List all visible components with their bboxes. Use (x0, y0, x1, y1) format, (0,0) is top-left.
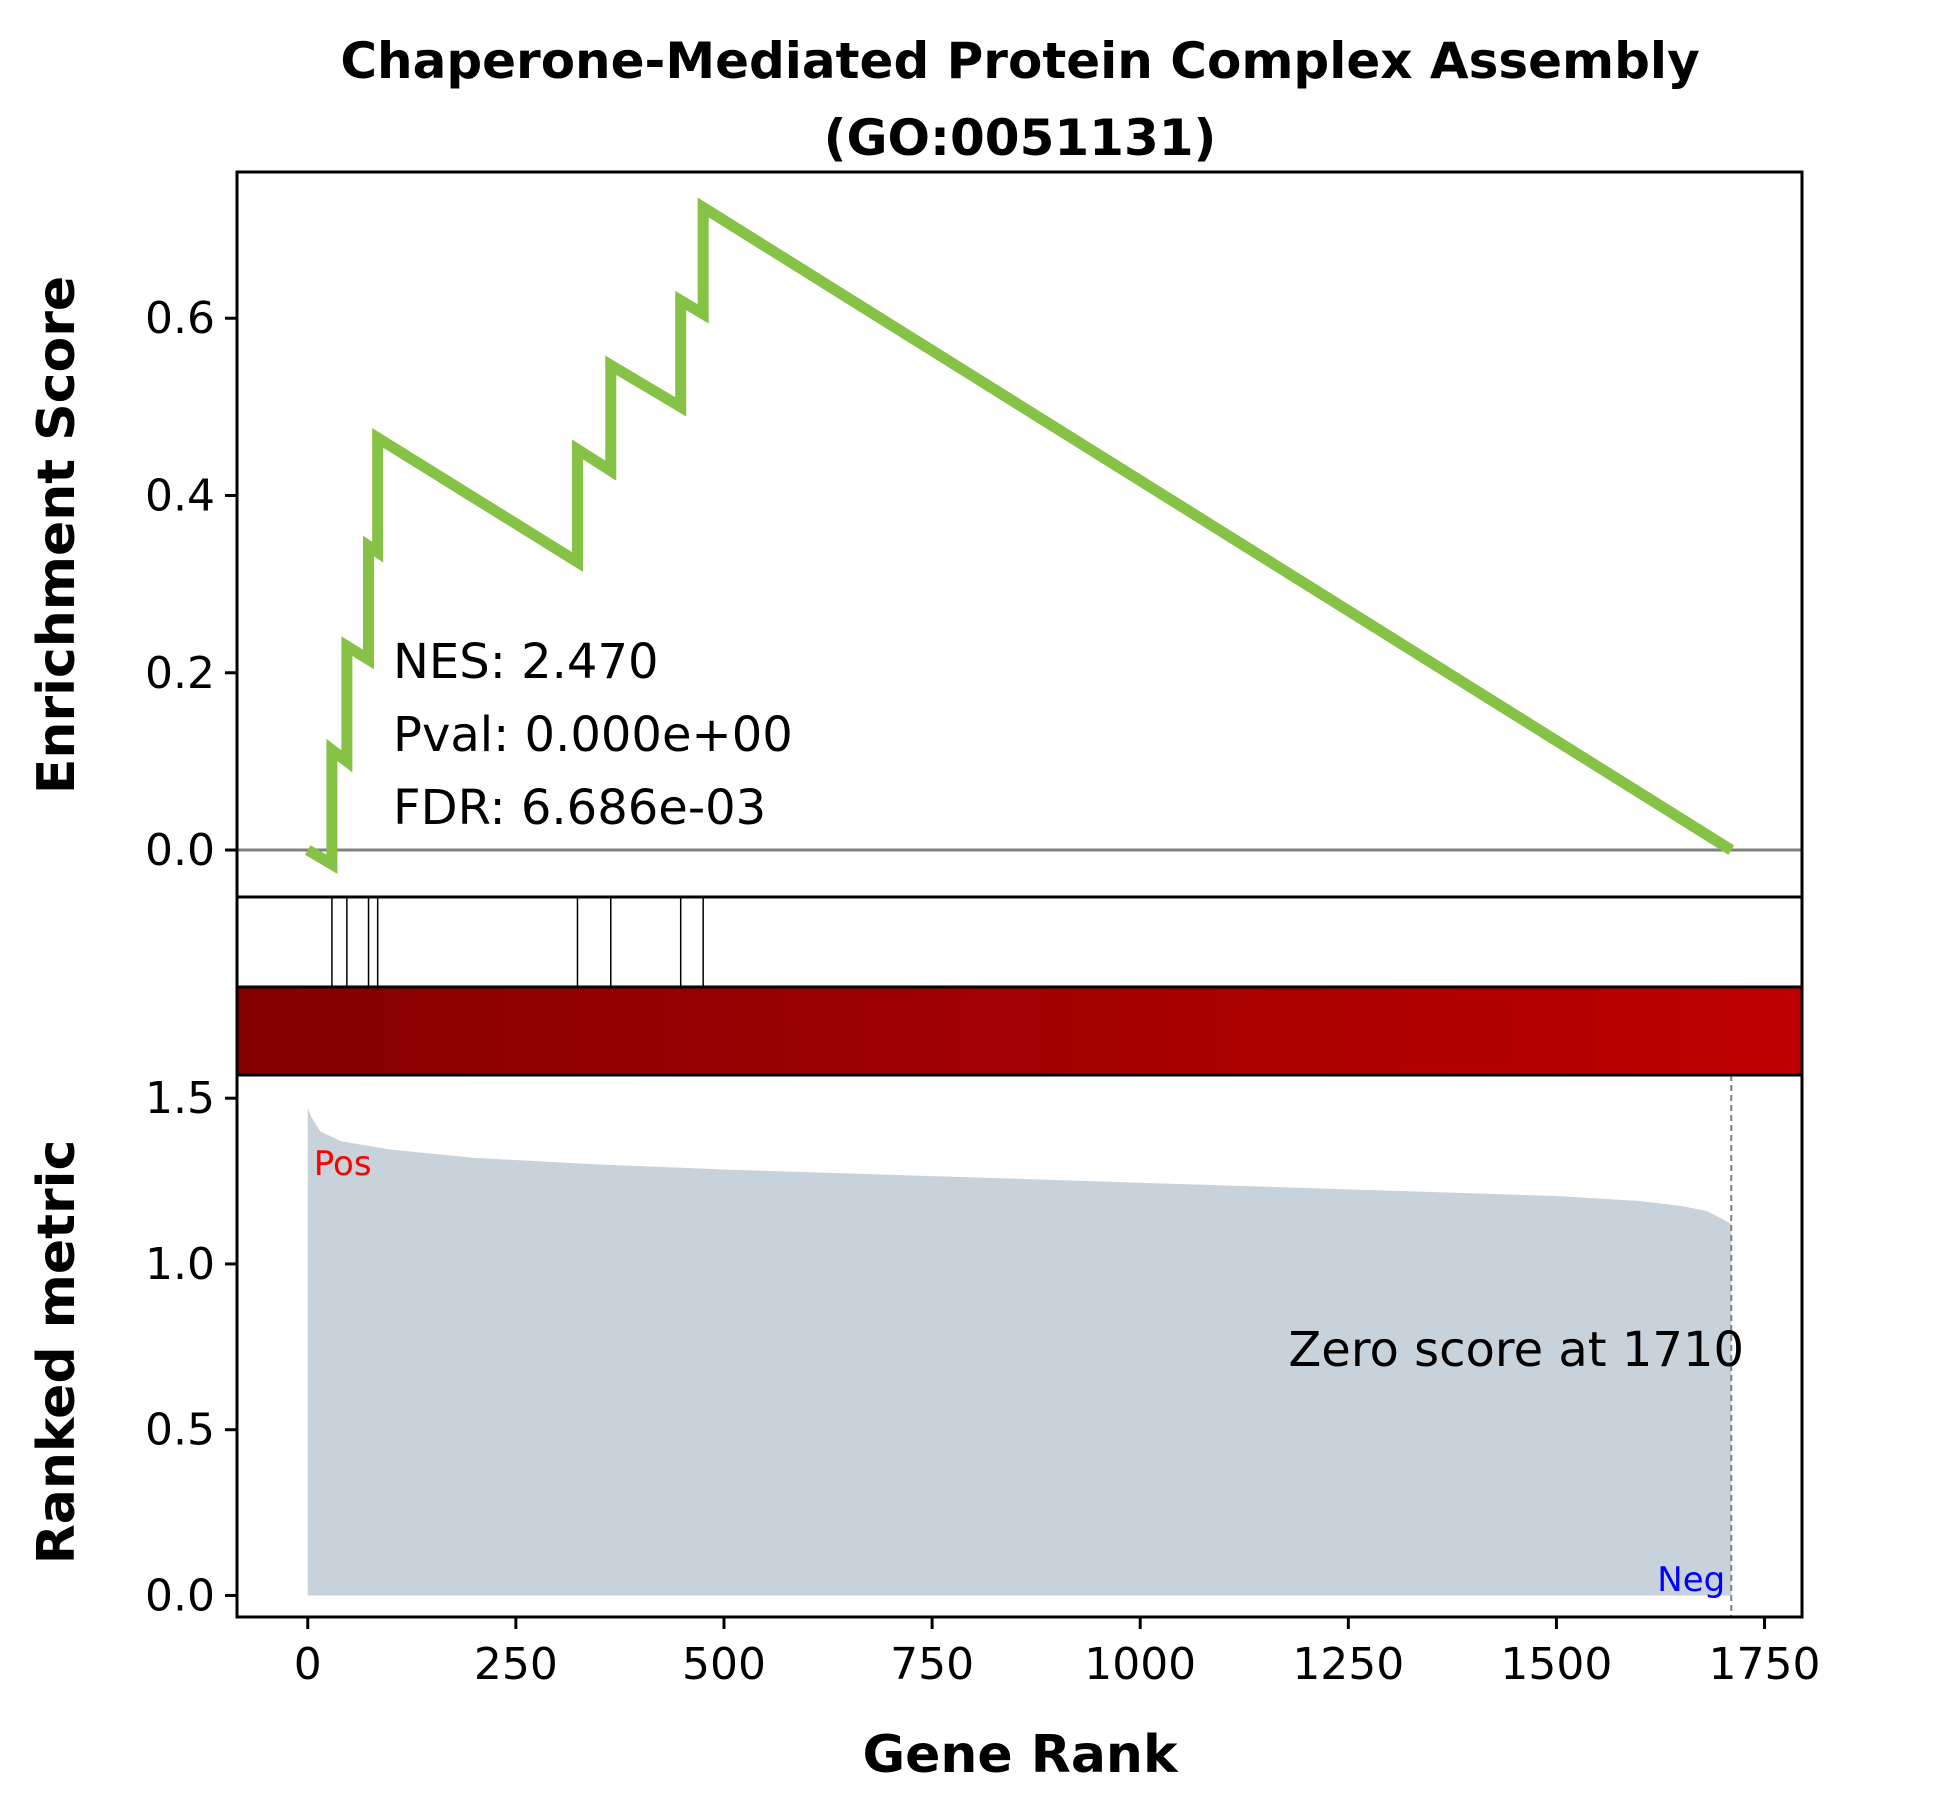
es-ytick-label: 0.6 (145, 293, 215, 344)
es-ytick-label: 0.0 (145, 825, 215, 876)
rm-ytick-label: 1.0 (145, 1239, 215, 1290)
x-axis-label: Gene Rank (862, 1725, 1178, 1785)
neg-label: Neg (1657, 1560, 1725, 1600)
es-y-axis-label: Enrichment Score (27, 276, 87, 794)
rm-y-axis-label: Ranked metric (27, 1140, 87, 1565)
rm-panel-frame (235, 1073, 1804, 1619)
es-ytick-label: 0.2 (145, 648, 215, 699)
rm-ytick-label: 1.5 (145, 1073, 215, 1124)
es-ytick-label: 0.4 (145, 471, 215, 522)
chart-title-line-1: Chaperone-Mediated Protein Complex Assem… (340, 32, 1699, 90)
ranked-metric-area (307, 1108, 1732, 1596)
hits-panel-frame (235, 895, 1804, 989)
pos-label: Pos (314, 1144, 372, 1184)
x-tick-label: 250 (474, 1639, 558, 1690)
pval-stat: Pval: 0.000e+00 (393, 707, 793, 763)
enrichment-score-panel: 0.00.20.40.6 NES: 2.470 Pval: 0.000e+00 … (145, 170, 1804, 899)
x-tick-label: 0 (294, 1639, 322, 1690)
x-tick-label: 750 (890, 1639, 974, 1690)
hits-panel (235, 895, 1804, 989)
x-tick-label: 1500 (1500, 1639, 1612, 1690)
rank-colorbar (235, 985, 1804, 1077)
chart-title-line-2: (GO:0051131) (824, 109, 1217, 167)
fdr-stat: FDR: 6.686e-03 (393, 780, 766, 836)
x-tick-label: 1250 (1292, 1639, 1404, 1690)
ranked-metric-panel: 0.00.51.01.5 Pos Neg Zero score at 1710 … (145, 1073, 1821, 1690)
zero-score-label: Zero score at 1710 (1288, 1322, 1744, 1378)
rm-ytick-label: 0.0 (145, 1570, 215, 1621)
x-tick-label: 1750 (1709, 1639, 1821, 1690)
nes-stat: NES: 2.470 (393, 634, 659, 690)
x-tick-label: 500 (682, 1639, 766, 1690)
enrichment-score-line (304, 197, 1735, 874)
rm-ytick-label: 0.5 (145, 1405, 215, 1456)
x-tick-label: 1000 (1084, 1639, 1196, 1690)
